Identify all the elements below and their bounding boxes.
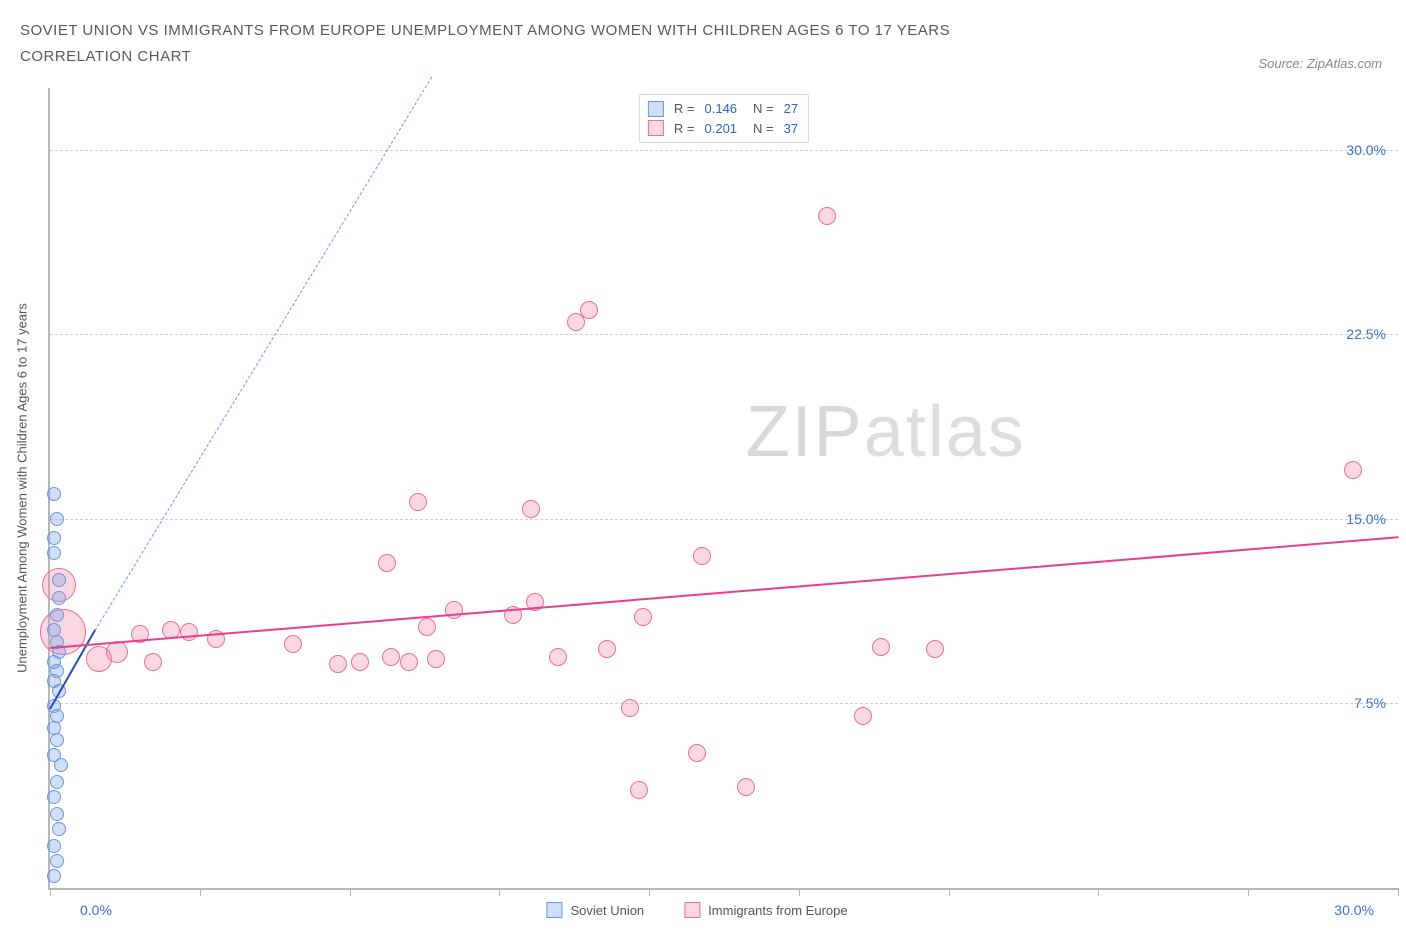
- r-value-europe: 0.201: [704, 119, 737, 139]
- gridline-h: [50, 703, 1398, 704]
- x-tick: [1098, 888, 1099, 896]
- data-point-europe: [284, 635, 302, 653]
- y-tick-label: 15.0%: [1346, 511, 1386, 527]
- x-tick: [649, 888, 650, 896]
- n-value-europe: 37: [784, 119, 798, 139]
- data-point-europe: [818, 207, 836, 225]
- data-point-soviet: [47, 790, 61, 804]
- data-point-soviet: [52, 573, 66, 587]
- data-point-soviet: [50, 608, 64, 622]
- data-point-europe: [630, 781, 648, 799]
- data-point-europe: [693, 547, 711, 565]
- data-point-soviet: [47, 487, 61, 501]
- data-point-europe: [621, 699, 639, 717]
- legend-label-soviet: Soviet Union: [570, 903, 644, 918]
- data-point-europe: [180, 623, 198, 641]
- r-value-soviet: 0.146: [704, 99, 737, 119]
- x-tick: [50, 888, 51, 896]
- source-attribution: Source: ZipAtlas.com: [1258, 56, 1382, 71]
- data-point-europe: [427, 650, 445, 668]
- correlation-stats-box: R = 0.146 N = 27 R = 0.201 N = 37: [639, 94, 809, 143]
- gridline-h: [50, 334, 1398, 335]
- data-point-soviet: [47, 531, 61, 545]
- gridline-h: [50, 150, 1398, 151]
- n-value-soviet: 27: [784, 99, 798, 119]
- data-point-europe: [737, 778, 755, 796]
- legend-label-europe: Immigrants from Europe: [708, 903, 847, 918]
- title-line-1: SOVIET UNION VS IMMIGRANTS FROM EUROPE U…: [20, 18, 950, 44]
- data-point-soviet: [47, 839, 61, 853]
- legend-item-soviet: Soviet Union: [546, 902, 644, 918]
- data-point-europe: [382, 648, 400, 666]
- trend-line-europe: [50, 536, 1398, 649]
- title-line-2: CORRELATION CHART: [20, 44, 950, 70]
- data-point-soviet: [50, 854, 64, 868]
- data-point-europe: [400, 653, 418, 671]
- x-tick: [1248, 888, 1249, 896]
- x-tick: [949, 888, 950, 896]
- data-point-europe: [926, 640, 944, 658]
- data-point-soviet: [52, 591, 66, 605]
- y-tick-label: 30.0%: [1346, 142, 1386, 158]
- data-point-europe: [634, 608, 652, 626]
- data-point-europe: [329, 655, 347, 673]
- data-point-soviet: [50, 807, 64, 821]
- swatch-europe: [648, 120, 664, 136]
- x-tick: [799, 888, 800, 896]
- data-point-europe: [144, 653, 162, 671]
- data-point-europe: [872, 638, 890, 656]
- title-block: SOVIET UNION VS IMMIGRANTS FROM EUROPE U…: [20, 18, 950, 69]
- legend-swatch-soviet: [546, 902, 562, 918]
- stats-row-europe: R = 0.201 N = 37: [648, 119, 798, 139]
- data-point-soviet: [50, 775, 64, 789]
- n-label-europe: N =: [753, 119, 774, 139]
- data-point-europe: [522, 500, 540, 518]
- x-tick: [350, 888, 351, 896]
- plot-area: Unemployment Among Women with Children A…: [48, 88, 1398, 890]
- x-tick: [499, 888, 500, 896]
- chart-container: SOVIET UNION VS IMMIGRANTS FROM EUROPE U…: [0, 0, 1406, 930]
- y-axis-title: Unemployment Among Women with Children A…: [15, 303, 30, 673]
- data-point-soviet: [47, 546, 61, 560]
- watermark-atlas: atlas: [864, 392, 1026, 472]
- x-axis-origin-label: 0.0%: [80, 902, 112, 918]
- r-label-europe: R =: [674, 119, 695, 139]
- n-label-soviet: N =: [753, 99, 774, 119]
- data-point-europe: [351, 653, 369, 671]
- watermark: ZIPatlas: [746, 391, 1026, 473]
- legend-swatch-europe: [684, 902, 700, 918]
- y-tick-label: 7.5%: [1354, 695, 1386, 711]
- data-point-europe: [854, 707, 872, 725]
- data-point-europe: [418, 618, 436, 636]
- y-tick-label: 22.5%: [1346, 326, 1386, 342]
- data-point-soviet: [52, 822, 66, 836]
- data-point-europe: [598, 640, 616, 658]
- watermark-zip: ZIP: [746, 392, 864, 472]
- swatch-soviet: [648, 101, 664, 117]
- data-point-soviet: [50, 733, 64, 747]
- data-point-europe: [1344, 461, 1362, 479]
- trend-line-soviet-ext: [94, 76, 432, 630]
- data-point-europe: [409, 493, 427, 511]
- legend-item-europe: Immigrants from Europe: [684, 902, 847, 918]
- data-point-europe: [378, 554, 396, 572]
- x-tick: [1398, 888, 1399, 896]
- gridline-h: [50, 519, 1398, 520]
- x-tick: [200, 888, 201, 896]
- x-axis-max-label: 30.0%: [1334, 902, 1374, 918]
- data-point-soviet: [54, 758, 68, 772]
- r-label-soviet: R =: [674, 99, 695, 119]
- stats-row-soviet: R = 0.146 N = 27: [648, 99, 798, 119]
- legend: Soviet Union Immigrants from Europe: [546, 902, 847, 918]
- data-point-soviet: [50, 512, 64, 526]
- data-point-europe: [549, 648, 567, 666]
- data-point-europe: [580, 301, 598, 319]
- data-point-soviet: [47, 869, 61, 883]
- data-point-europe: [688, 744, 706, 762]
